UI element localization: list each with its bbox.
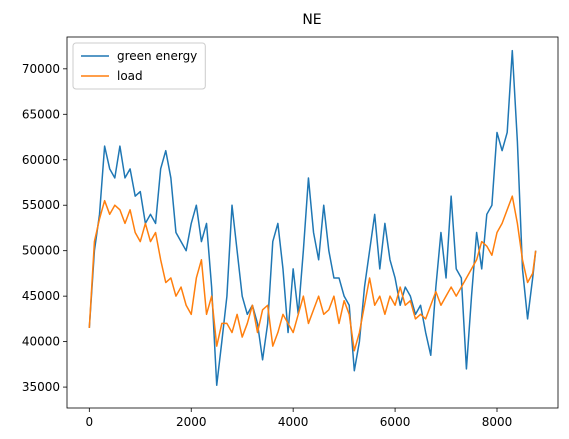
series-line — [88, 195, 537, 352]
y-tick-label: 65000 — [22, 107, 60, 121]
y-tick-label: 55000 — [22, 198, 60, 212]
y-tick-label: 50000 — [22, 244, 60, 258]
y-tick-label: 35000 — [22, 380, 60, 394]
chart-title: NE — [302, 12, 321, 28]
y-tick-label: 60000 — [22, 153, 60, 167]
axes-frame — [66, 36, 559, 409]
series-line — [88, 49, 537, 387]
y-tick-label: 40000 — [22, 335, 60, 349]
x-tick-label: 2000 — [176, 415, 207, 429]
legend-label: green energy — [117, 49, 197, 63]
plot-area: 0 2000 4000 6000 8000 35000 40000 45000 50000 550… — [22, 49, 537, 429]
legend-label: load — [117, 69, 143, 83]
x-tick-label: 8000 — [482, 415, 513, 429]
legend: green energy load — [72, 42, 206, 90]
x-tick-label: 0 — [86, 415, 94, 429]
x-tick-label: 6000 — [380, 415, 411, 429]
y-tick-label: 45000 — [22, 289, 60, 303]
y-tick-label: 70000 — [22, 62, 60, 76]
x-tick-label: 4000 — [278, 415, 309, 429]
legend-box — [72, 42, 206, 90]
